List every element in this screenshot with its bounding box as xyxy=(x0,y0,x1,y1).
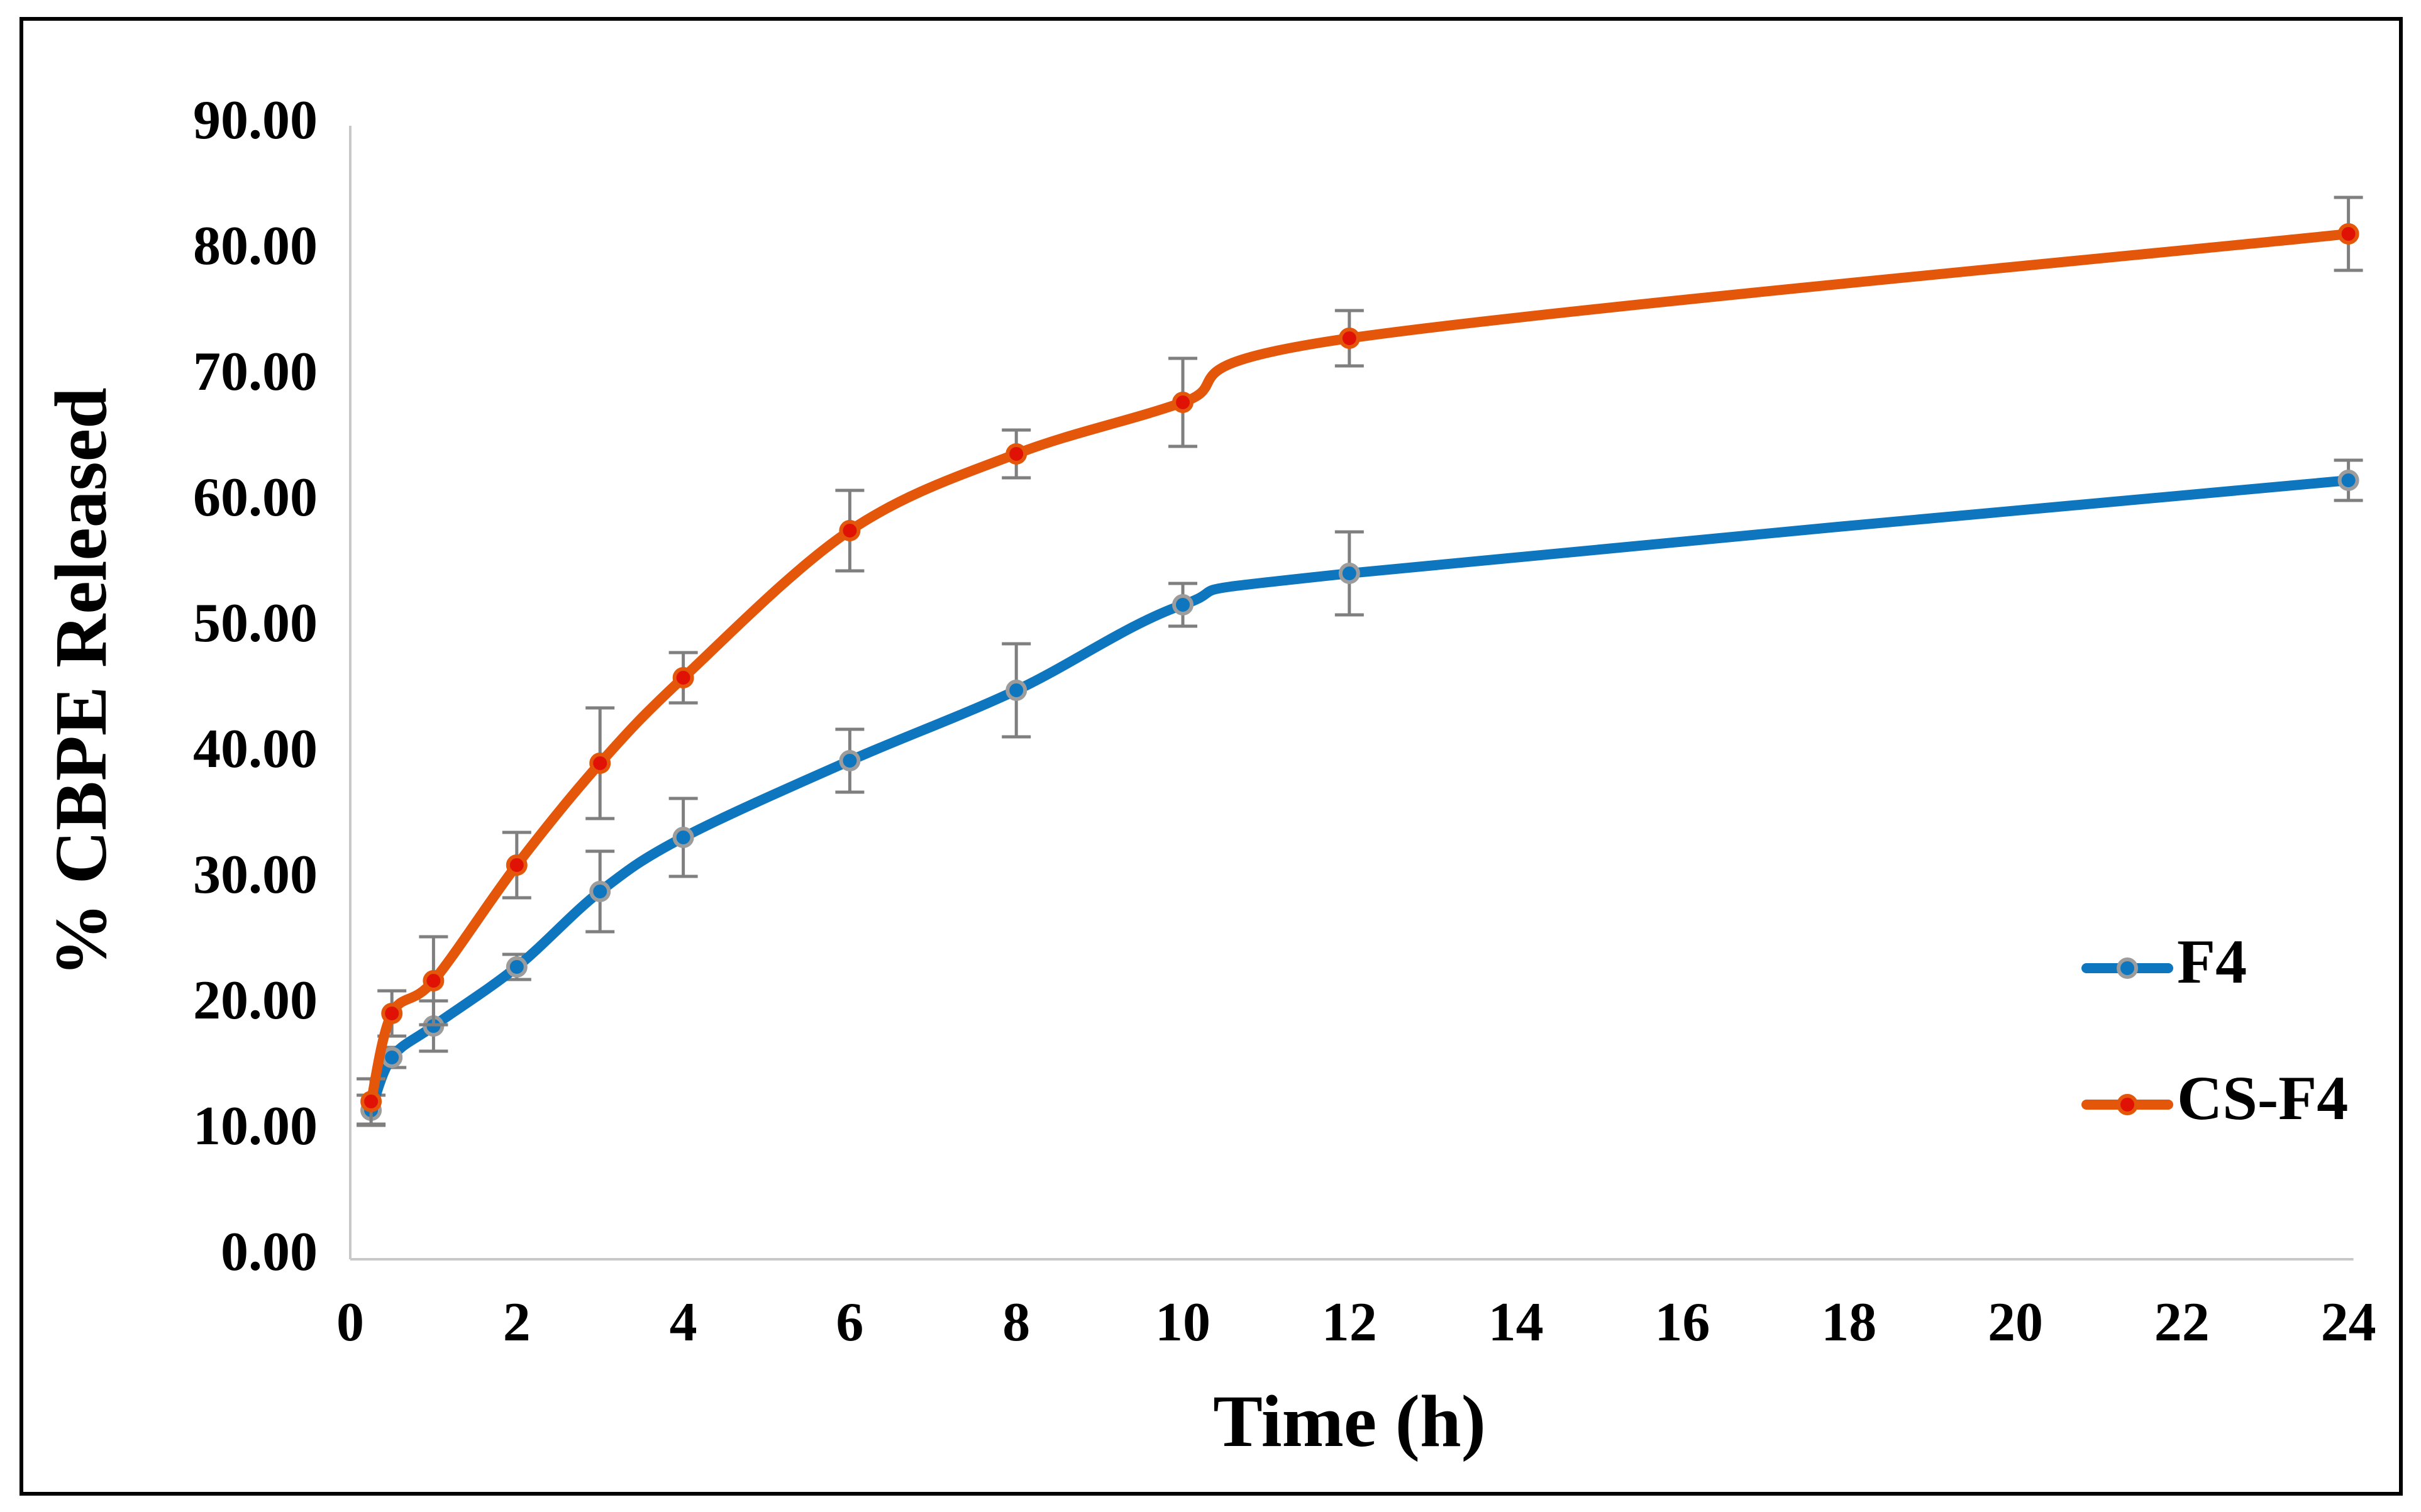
data-point-marker xyxy=(2337,223,2359,245)
data-point-marker xyxy=(2337,470,2359,491)
axes: 0.00 10.00 20.00 30.00 40.00 50.00 60.00 70.00 8… xyxy=(40,90,2376,1462)
x-tick-label: 0 xyxy=(336,1292,364,1353)
plot-area xyxy=(357,196,2363,1127)
series-line-cs-f4 xyxy=(366,229,2354,1106)
x-tick-label: 22 xyxy=(2154,1292,2210,1353)
legend-item-f4: F4 xyxy=(2081,927,2247,996)
data-point-marker xyxy=(381,1047,403,1068)
series-cs-f4 xyxy=(357,196,2363,1126)
legend-label: CS-F4 xyxy=(2177,1063,2348,1133)
data-point-marker xyxy=(1338,563,1360,584)
data-point-marker xyxy=(1172,594,1194,615)
y-tick-label: 20.00 xyxy=(193,970,318,1031)
legend-marker-icon xyxy=(2117,957,2138,979)
y-tick-label: 10.00 xyxy=(193,1096,318,1157)
x-tick-label: 10 xyxy=(1155,1292,1210,1353)
data-point-marker xyxy=(839,750,861,771)
series-line-f4 xyxy=(366,475,2354,1115)
x-tick-label: 12 xyxy=(1322,1292,1377,1353)
data-point-marker xyxy=(672,827,694,848)
data-point-marker xyxy=(672,667,694,688)
data-point-marker xyxy=(1338,328,1360,349)
y-tick-label: 50.00 xyxy=(193,593,318,654)
data-point-marker xyxy=(589,881,611,902)
y-axis-title: % CBPE Released xyxy=(40,387,122,976)
y-tick-label: 80.00 xyxy=(193,216,318,277)
data-point-marker xyxy=(423,970,445,991)
y-tick-label: 90.00 xyxy=(193,90,318,151)
data-point-marker xyxy=(839,520,861,541)
data-point-marker xyxy=(381,1003,403,1024)
x-tick-label: 8 xyxy=(1002,1292,1030,1353)
data-point-marker xyxy=(506,956,528,978)
x-tick-label: 4 xyxy=(670,1292,697,1353)
x-tick-label: 24 xyxy=(2321,1292,2376,1353)
data-point-marker xyxy=(1006,680,1028,701)
x-tick-label: 14 xyxy=(1488,1292,1544,1353)
data-point-marker xyxy=(1172,392,1194,413)
data-point-marker xyxy=(506,854,528,876)
x-axis-title: Time (h) xyxy=(1213,1380,1486,1462)
x-tick-label: 2 xyxy=(503,1292,531,1353)
x-tick-label: 20 xyxy=(1988,1292,2043,1353)
legend: F4 CS-F4 xyxy=(2081,927,2348,1133)
x-tick-label: 6 xyxy=(836,1292,863,1353)
y-tick-label: 30.00 xyxy=(193,844,318,905)
data-point-marker xyxy=(589,753,611,774)
data-point-marker xyxy=(1006,443,1028,465)
data-point-marker xyxy=(360,1091,382,1112)
legend-marker-icon xyxy=(2117,1094,2138,1115)
y-tick-label: 0.00 xyxy=(221,1222,318,1283)
y-tick-label: 70.00 xyxy=(193,341,318,402)
legend-label: F4 xyxy=(2177,927,2247,996)
x-tick-label: 16 xyxy=(1654,1292,1710,1353)
x-tick-label: 18 xyxy=(1821,1292,1876,1353)
y-tick-label: 40.00 xyxy=(193,719,318,780)
figure-border xyxy=(19,17,2403,1496)
legend-item-cs-f4: CS-F4 xyxy=(2081,1063,2348,1133)
y-tick-label: 60.00 xyxy=(193,467,318,528)
